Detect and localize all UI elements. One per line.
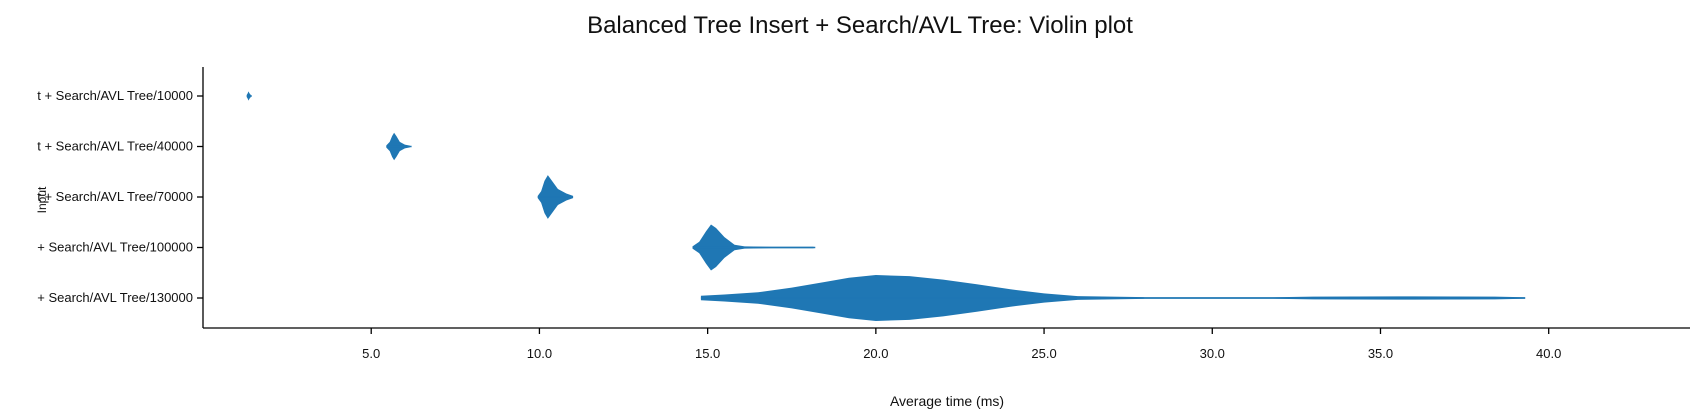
violin-group bbox=[537, 175, 574, 219]
y-tick-label: t + Search/AVL Tree/70000 bbox=[37, 189, 193, 204]
y-tick-label: t + Search/AVL Tree/10000 bbox=[37, 88, 193, 103]
violins-layer bbox=[246, 91, 1526, 321]
x-tick-label: 25.0 bbox=[1031, 346, 1056, 361]
x-axis-label: Average time (ms) bbox=[890, 393, 1004, 409]
y-axis-ticks: t + Search/AVL Tree/10000 t + Search/AVL … bbox=[37, 88, 203, 305]
y-tick-label: + Search/AVL Tree/130000 bbox=[37, 290, 193, 305]
x-axis-ticks: 5.0 10.0 15.0 20.0 25.0 30.0 35.0 40.0 bbox=[362, 328, 1561, 361]
x-tick-label: 40.0 bbox=[1536, 346, 1561, 361]
x-tick-label: 10.0 bbox=[527, 346, 552, 361]
x-tick-label: 30.0 bbox=[1200, 346, 1225, 361]
y-tick-label: + Search/AVL Tree/100000 bbox=[37, 240, 193, 255]
violin-group bbox=[700, 275, 1526, 321]
violin-group bbox=[386, 132, 412, 161]
chart-title: Balanced Tree Insert + Search/AVL Tree: … bbox=[587, 12, 1133, 39]
violin-group bbox=[692, 224, 816, 271]
violin-group bbox=[246, 91, 252, 101]
x-tick-label: 5.0 bbox=[362, 346, 380, 361]
x-tick-label: 20.0 bbox=[863, 346, 888, 361]
x-tick-label: 35.0 bbox=[1368, 346, 1393, 361]
x-tick-label: 15.0 bbox=[695, 346, 720, 361]
y-axis-label: Input bbox=[35, 186, 49, 213]
y-tick-label: t + Search/AVL Tree/40000 bbox=[37, 139, 193, 154]
